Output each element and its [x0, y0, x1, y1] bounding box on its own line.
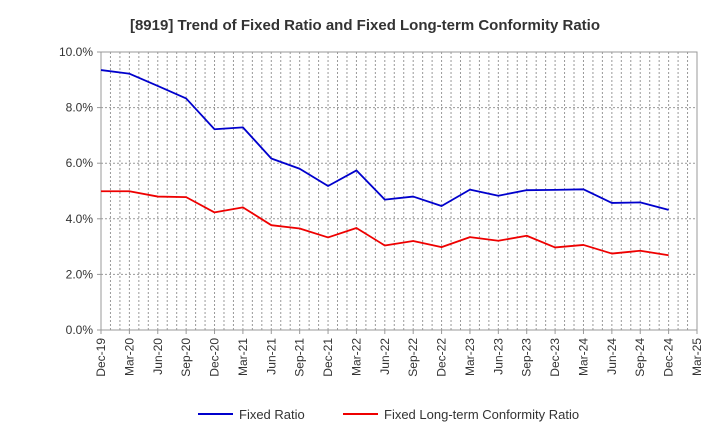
legend-label-fixed-ratio: Fixed Ratio — [239, 407, 305, 422]
plot-border — [100, 51, 698, 331]
x-tick-label: Mar-23 — [463, 338, 477, 376]
x-tick-label: Jun-20 — [151, 338, 165, 375]
x-tick-label: Mar-22 — [349, 338, 363, 376]
x-tick-label: Jun-23 — [491, 338, 505, 375]
y-tick-label: 10.0% — [59, 45, 93, 59]
x-tick-label: Mar-20 — [122, 338, 136, 376]
x-tick-label: Mar-25 — [690, 338, 704, 376]
series-line-fixed-ratio — [100, 69, 669, 211]
x-tick-label: Mar-21 — [236, 338, 250, 376]
x-tick-label: Sep-24 — [633, 338, 647, 377]
chart-title: [8919] Trend of Fixed Ratio and Fixed Lo… — [130, 17, 600, 34]
legend-label-fixed-long-term-conformity-ratio: Fixed Long-term Conformity Ratio — [384, 407, 579, 422]
y-tick-label: 0.0% — [66, 323, 94, 337]
x-tick-label: Sep-22 — [406, 338, 420, 377]
x-tick-label: Dec-23 — [548, 338, 562, 377]
x-tick-label: Dec-24 — [662, 338, 676, 377]
y-tick-label: 4.0% — [66, 212, 94, 226]
gridlines — [100, 51, 698, 331]
y-axis-ticks: 0.0% 2.0% 4.0% 6.0% 8.0% 10.0% — [59, 45, 101, 337]
x-tick-label: Sep-20 — [179, 338, 193, 377]
x-tick-label: Mar-24 — [576, 338, 590, 376]
x-tick-label: Sep-23 — [520, 338, 534, 377]
x-tick-label: Jun-24 — [605, 338, 619, 375]
y-tick-label: 6.0% — [66, 156, 94, 170]
legend: Fixed Ratio Fixed Long-term Conformity R… — [198, 407, 579, 422]
y-tick-label: 8.0% — [66, 101, 94, 115]
x-tick-label: Dec-20 — [208, 338, 222, 377]
series-lines — [100, 69, 669, 257]
x-tick-label: Jun-21 — [264, 338, 278, 375]
y-tick-label: 2.0% — [66, 267, 94, 281]
x-tick-label: Sep-21 — [293, 338, 307, 377]
plot-frame — [100, 51, 698, 331]
x-tick-label: Dec-19 — [94, 338, 108, 377]
x-tick-label: Dec-21 — [321, 338, 335, 377]
x-tick-label: Jun-22 — [378, 338, 392, 375]
x-axis-ticks: Dec-19 Mar-20 Jun-20 Sep-20 Dec-20 Mar-21 Jun-… — [94, 330, 704, 377]
series-line-fixed-long-term-conformity-ratio — [101, 190, 669, 257]
x-tick-label: Dec-22 — [435, 338, 449, 377]
